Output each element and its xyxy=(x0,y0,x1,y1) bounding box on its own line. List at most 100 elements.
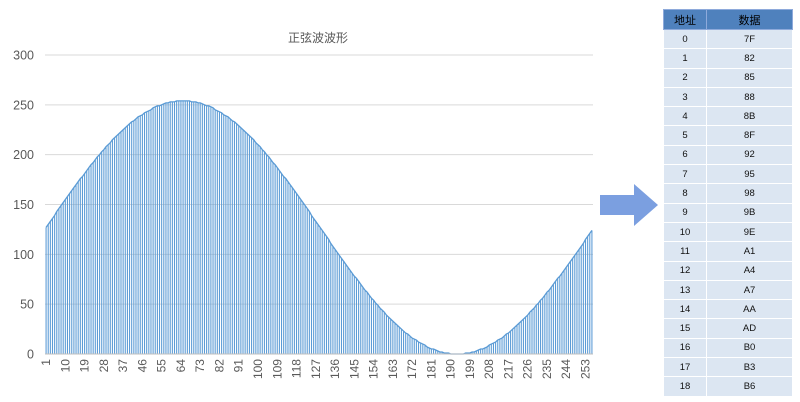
table-row: 17 B3 xyxy=(663,357,793,378)
bar xyxy=(480,349,482,354)
bar xyxy=(156,105,158,354)
bar xyxy=(403,331,405,354)
bar xyxy=(383,312,385,354)
address-cell: 4 xyxy=(663,106,707,127)
bar xyxy=(88,167,90,354)
bar xyxy=(512,329,514,354)
bar xyxy=(385,315,387,354)
bar xyxy=(529,312,531,354)
bar xyxy=(272,162,274,354)
bar xyxy=(492,343,494,354)
address-data-table: 地址 数据 0 7F 1 82 2 85 3 88 4 8B 5 8F 6 92 7 95 8 98 9 9B 10 9E… xyxy=(663,9,793,397)
sine-bar-chart: 正弦波波形 0 50 100 150 200 250 300 1 10 19 28 37 46 55 64… xyxy=(13,30,593,379)
bar xyxy=(358,281,360,354)
bar xyxy=(116,135,118,354)
table-row: 3 88 xyxy=(663,86,793,108)
bar xyxy=(236,123,238,355)
bar xyxy=(398,327,400,354)
bar xyxy=(546,292,548,354)
bar xyxy=(131,121,133,354)
bar xyxy=(313,218,315,354)
data-cell: 7F xyxy=(706,28,793,50)
x-tick-label: 181 xyxy=(424,359,438,379)
bar xyxy=(550,287,552,354)
bar xyxy=(238,125,240,354)
bar xyxy=(274,164,276,354)
y-tick-label: 250 xyxy=(13,98,34,112)
x-tick-label: 91 xyxy=(232,359,246,373)
bar xyxy=(338,255,340,354)
bar xyxy=(62,202,64,354)
table-row: 5 8F xyxy=(663,125,793,146)
bar xyxy=(255,142,257,354)
bar xyxy=(565,267,567,354)
bar xyxy=(430,349,432,354)
bar xyxy=(576,252,578,354)
data-cell: B0 xyxy=(706,337,793,359)
bar xyxy=(182,100,184,354)
bar xyxy=(567,264,569,354)
data-cell: 92 xyxy=(706,144,793,166)
bar xyxy=(490,344,492,354)
data-cell: 95 xyxy=(706,164,793,185)
bar xyxy=(289,184,291,354)
address-cell: 10 xyxy=(663,221,707,243)
bar xyxy=(574,255,576,354)
x-tick-label: 235 xyxy=(540,359,554,379)
bar xyxy=(298,196,300,354)
bar xyxy=(51,218,54,354)
bar xyxy=(589,233,591,354)
bar xyxy=(210,106,212,354)
bar xyxy=(49,221,51,354)
bar xyxy=(216,110,218,354)
bar xyxy=(103,149,105,354)
bar-series xyxy=(45,100,593,355)
bar xyxy=(405,333,407,354)
header-address: 地址 xyxy=(663,9,707,30)
bar xyxy=(287,181,289,354)
bar xyxy=(587,236,589,354)
bar xyxy=(501,338,503,354)
x-tick-label: 19 xyxy=(78,359,92,373)
bar xyxy=(227,116,229,354)
bar xyxy=(77,181,79,354)
address-cell: 8 xyxy=(663,183,707,204)
bar xyxy=(336,252,338,354)
bar xyxy=(302,202,304,354)
bar xyxy=(325,236,328,354)
bar xyxy=(328,239,330,354)
bar xyxy=(111,139,113,354)
bar xyxy=(527,315,529,354)
bar xyxy=(214,109,216,354)
bar xyxy=(514,327,516,354)
table-row: 15 AD xyxy=(663,318,793,339)
bar xyxy=(137,116,139,354)
bar xyxy=(525,317,527,354)
table-row: 1 82 xyxy=(663,48,793,69)
y-tick-label: 100 xyxy=(13,248,34,262)
bar xyxy=(206,105,208,354)
bar xyxy=(364,290,366,354)
y-tick-label: 300 xyxy=(13,49,34,63)
bar xyxy=(158,105,161,354)
chart-title: 正弦波波形 xyxy=(288,30,348,45)
address-cell: 6 xyxy=(663,144,707,166)
x-tick-label: 253 xyxy=(579,359,593,379)
bar xyxy=(84,173,86,354)
bar xyxy=(559,276,561,354)
data-cell: A4 xyxy=(706,260,793,281)
bar xyxy=(109,142,111,354)
bar xyxy=(497,340,499,354)
bar xyxy=(544,295,546,354)
x-tick-label: 118 xyxy=(290,359,304,378)
bar xyxy=(507,333,509,354)
bar-top-outline xyxy=(45,100,593,355)
address-cell: 2 xyxy=(663,67,707,88)
data-cell: B3 xyxy=(706,357,793,378)
bar xyxy=(561,273,563,354)
bar xyxy=(437,351,439,354)
bar xyxy=(505,334,507,354)
bar xyxy=(537,303,539,354)
x-tick-label: 226 xyxy=(521,359,535,379)
bar xyxy=(370,298,372,354)
